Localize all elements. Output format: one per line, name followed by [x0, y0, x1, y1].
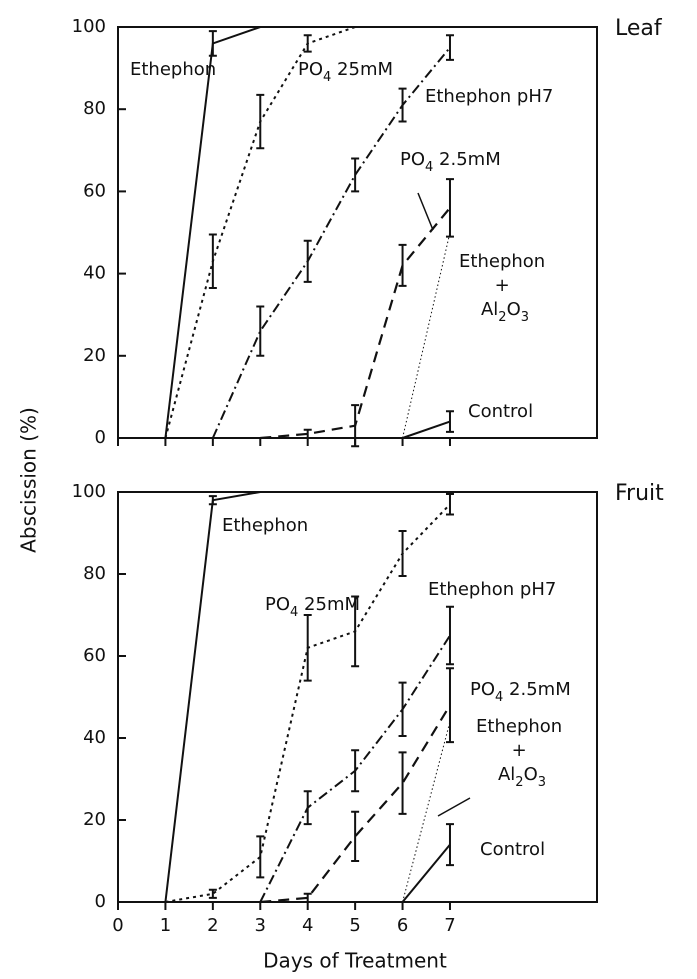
error-bar — [445, 667, 454, 744]
error-bar — [445, 410, 454, 433]
x-tick-label: 5 — [349, 915, 360, 936]
error-bar — [445, 178, 454, 238]
series-line — [402, 721, 451, 903]
x-tick-label: 1 — [160, 915, 171, 936]
series-label: Ethephon + Al2O3 — [476, 716, 568, 790]
error-bar — [256, 835, 265, 879]
series-label: PO4 25mM — [298, 59, 393, 85]
series-label: Control — [480, 839, 545, 860]
error-bar — [351, 595, 360, 668]
error-bar — [445, 823, 454, 867]
y-tick-label: 0 — [95, 427, 106, 448]
error-bar — [256, 305, 265, 357]
series-line — [164, 491, 261, 903]
series-label: Ethephon + Al2O3 — [459, 251, 551, 325]
series-line — [164, 26, 261, 439]
x-tick-label: 2 — [207, 915, 218, 936]
x-axis-label: Days of Treatment — [263, 949, 447, 973]
y-tick-label: 40 — [83, 727, 106, 748]
series-label: Control — [468, 401, 533, 422]
error-bar — [256, 93, 265, 150]
series-line — [260, 207, 451, 440]
error-bar — [303, 790, 312, 826]
x-tick-label: 6 — [397, 915, 408, 936]
y-tick-label: 20 — [83, 809, 106, 830]
error-bar — [303, 892, 312, 903]
error-bar — [445, 605, 454, 666]
y-tick-label: 100 — [72, 481, 106, 502]
x-tick-label: 4 — [302, 915, 313, 936]
error-bar — [303, 34, 312, 53]
series-label: Ethephon pH7 — [428, 579, 556, 600]
panel-title: Leaf — [615, 16, 663, 41]
y-tick-label: 0 — [95, 891, 106, 912]
series-line — [401, 843, 451, 903]
x-tick-label: 7 — [444, 915, 455, 936]
error-bar — [351, 749, 360, 793]
series-line — [402, 420, 451, 439]
error-bar — [303, 428, 312, 439]
leader-line — [437, 797, 471, 817]
series-label: Ethephon pH7 — [425, 86, 553, 107]
x-tick-label: 0 — [112, 915, 123, 936]
y-tick-label: 60 — [83, 645, 106, 666]
error-bar — [351, 157, 360, 193]
x-tick-label: 3 — [255, 915, 266, 936]
error-bar — [208, 888, 217, 899]
error-bar — [398, 681, 407, 737]
error-bar — [398, 529, 407, 578]
series-label: Ethephon — [222, 515, 308, 536]
panel-title: Fruit — [615, 481, 664, 506]
y-axis-label: Abscission (%) — [17, 407, 41, 553]
y-tick-label: 20 — [83, 345, 106, 366]
leader-line — [417, 192, 434, 231]
error-bar — [445, 34, 454, 61]
y-tick-label: 80 — [83, 563, 106, 584]
y-tick-label: 40 — [83, 263, 106, 284]
y-tick-label: 100 — [72, 16, 106, 37]
error-bar — [303, 614, 312, 682]
error-bar — [351, 810, 360, 862]
error-bar — [208, 233, 217, 289]
error-bar — [351, 404, 360, 448]
series-label: PO4 25mM — [265, 594, 360, 620]
series-label: Ethephon — [130, 59, 216, 80]
series-label: PO4 2.5mM — [470, 679, 571, 705]
series-line — [402, 232, 451, 439]
y-tick-label: 80 — [83, 98, 106, 119]
error-bar — [303, 239, 312, 283]
series-label: PO4 2.5mM — [400, 149, 501, 175]
y-tick-label: 60 — [83, 180, 106, 201]
plot-frame — [117, 26, 598, 439]
error-bar — [445, 493, 454, 516]
plot-frame — [117, 491, 598, 903]
series-line — [164, 26, 356, 439]
series-line — [211, 46, 451, 439]
error-bar — [208, 495, 217, 506]
error-bar — [398, 87, 407, 123]
error-bar — [208, 30, 217, 57]
error-bar — [398, 751, 407, 815]
error-bar — [398, 243, 407, 287]
series-line — [165, 503, 451, 903]
